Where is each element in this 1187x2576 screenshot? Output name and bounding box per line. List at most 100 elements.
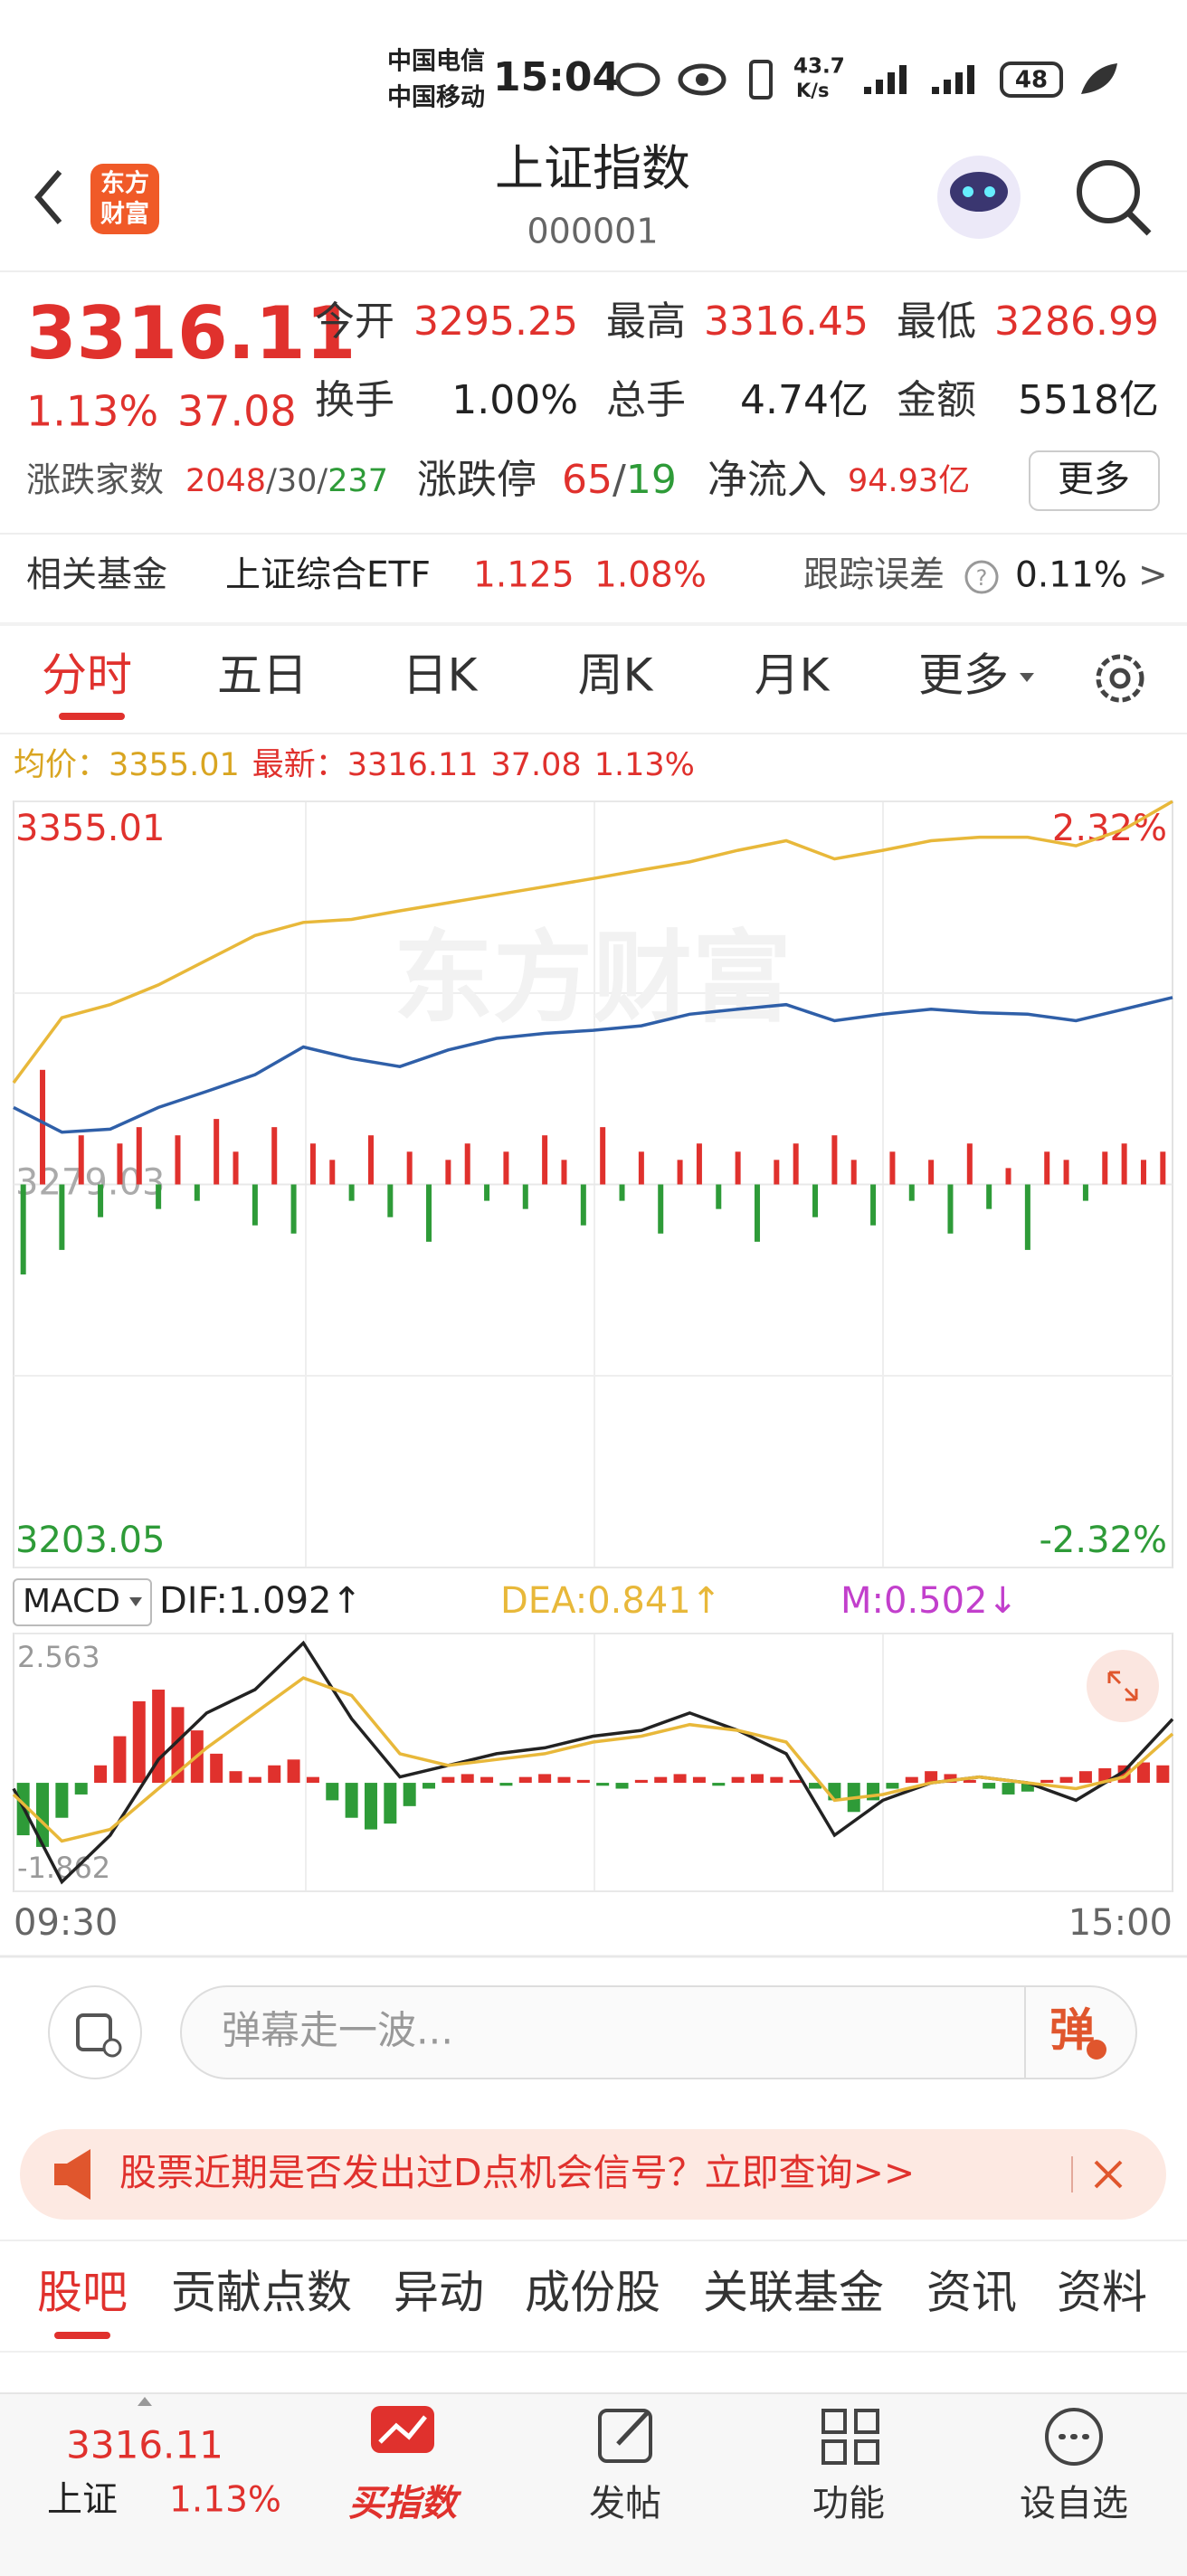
- macd-bar: [36, 1783, 50, 1847]
- volume-bar: [1082, 1184, 1088, 1201]
- macd-bar: [925, 1771, 938, 1784]
- nav-item[interactable]: 买指数: [348, 2483, 462, 2524]
- settings-button[interactable]: [1096, 654, 1144, 703]
- comment-placeholder[interactable]: 弹幕走一波...: [222, 2009, 453, 2054]
- battery: [1000, 62, 1063, 98]
- volume-bar: [1024, 1184, 1030, 1250]
- separator: /: [266, 463, 277, 499]
- macd-bar: [538, 1774, 552, 1784]
- volume-bar: [619, 1184, 625, 1201]
- macd-bar: [518, 1776, 532, 1784]
- sub-tab[interactable]: 成份股: [525, 2267, 660, 2319]
- volume-bar: [20, 1184, 26, 1275]
- watermark: 东方财富: [394, 920, 792, 1036]
- tab[interactable]: 分时: [42, 649, 132, 702]
- volume-bar: [40, 1069, 46, 1185]
- sub-tab[interactable]: 资料: [1057, 2267, 1147, 2319]
- tab[interactable]: 月K: [755, 649, 831, 702]
- limit-up: 65: [562, 457, 612, 503]
- nav-price[interactable]: 3316.11: [66, 2423, 223, 2467]
- comment-input[interactable]: [180, 1985, 1137, 2079]
- page-title: 上证指数: [495, 140, 690, 197]
- net-speed: 43.7: [793, 55, 845, 79]
- nav-item[interactable]: 发帖: [589, 2483, 661, 2524]
- sub-tab[interactable]: 关联基金: [703, 2267, 884, 2319]
- avg-label: 均价：: [14, 747, 109, 783]
- more-button-text[interactable]: 更多: [1058, 459, 1130, 500]
- tab[interactable]: 周K: [578, 649, 654, 702]
- macd-bar: [789, 1779, 802, 1784]
- volume-bar: [696, 1143, 702, 1185]
- more-button[interactable]: [1029, 450, 1160, 511]
- limit-label: 涨跌停: [417, 457, 537, 503]
- tab[interactable]: 日K: [403, 649, 479, 702]
- nav-index-name[interactable]: 上证: [47, 2480, 118, 2521]
- fund-arrow[interactable]: >: [1138, 555, 1168, 596]
- expand-caret: [138, 2397, 152, 2406]
- macd-bar: [1059, 1776, 1073, 1784]
- legend-dea: DEA:0.841↑: [500, 1580, 721, 1622]
- danmaku-toggle[interactable]: [48, 1985, 142, 2079]
- stat-value: 3295.25: [413, 298, 578, 345]
- fund-change: 1.08%: [594, 555, 707, 596]
- volume-bar: [484, 1184, 490, 1201]
- carrier: 中国电信: [387, 48, 485, 76]
- sub-tab[interactable]: 异动: [394, 2267, 484, 2319]
- promo-banner[interactable]: [20, 2129, 1166, 2220]
- change: 37.08: [177, 387, 297, 436]
- volume-bar: [348, 1184, 355, 1201]
- stat-label: 换手: [315, 377, 394, 423]
- fund-name[interactable]: 上证综合ETF: [225, 555, 431, 596]
- robot-avatar: [963, 186, 973, 197]
- signal-icon: [864, 65, 907, 94]
- post-icon[interactable]: [598, 2409, 652, 2463]
- inflow-label: 净流入: [707, 457, 827, 503]
- nav-item[interactable]: 功能: [812, 2483, 885, 2524]
- danmaku-toggle: [102, 2038, 122, 2058]
- volume-bar: [1160, 1151, 1166, 1185]
- macd-bar: [1078, 1771, 1092, 1784]
- back-button[interactable]: [34, 170, 62, 224]
- volume-bar: [677, 1160, 683, 1185]
- volume-bar: [908, 1184, 915, 1201]
- tab[interactable]: 更多: [918, 649, 1009, 702]
- volume-bar: [1005, 1168, 1011, 1185]
- indicator-name[interactable]: MACD: [23, 1583, 120, 1620]
- sub-tab[interactable]: 股吧: [37, 2267, 128, 2319]
- volume-bar: [214, 1119, 220, 1185]
- macd-bar: [442, 1776, 455, 1784]
- close-banner[interactable]: [1094, 2160, 1123, 2189]
- watchlist-icon[interactable]: [1045, 2408, 1103, 2466]
- volume-bar: [812, 1184, 819, 1217]
- macd-bar: [634, 1779, 648, 1784]
- volume-bar: [561, 1160, 567, 1185]
- danmaku-button: [1087, 2040, 1106, 2060]
- volume-bar: [98, 1184, 104, 1217]
- net-speed: K/s: [796, 80, 829, 101]
- search-button[interactable]: [1077, 160, 1140, 223]
- indicator-select[interactable]: [13, 1578, 152, 1626]
- macd-bar: [364, 1783, 377, 1830]
- series-line: [12, 800, 1173, 1084]
- sub-tab[interactable]: 资讯: [926, 2267, 1017, 2319]
- banner-text[interactable]: 股票近期是否发出过D点机会信号？立即查询>>: [119, 2151, 915, 2194]
- sub-tab[interactable]: 贡献点数: [171, 2267, 352, 2319]
- avg-value: 3355.01: [109, 747, 240, 783]
- help-icon[interactable]: [964, 560, 999, 594]
- macd-bar: [576, 1779, 590, 1784]
- functions-icon[interactable]: [821, 2409, 879, 2465]
- nav-item[interactable]: 设自选: [1020, 2483, 1128, 2524]
- stat-label: 总手: [606, 377, 686, 423]
- volume-bar: [986, 1184, 992, 1209]
- stat-value: 4.74亿: [740, 377, 869, 423]
- chart-legend: 均价：3355.01 最新：3316.11 37.08 1.13%: [14, 747, 695, 783]
- macd-bar: [963, 1779, 976, 1784]
- tab[interactable]: 五日: [217, 649, 308, 702]
- expand-button[interactable]: [1087, 1650, 1159, 1722]
- volume-bar: [947, 1184, 954, 1234]
- volume-bar: [928, 1160, 935, 1185]
- unchanged: 30: [277, 463, 318, 499]
- macd-bar: [384, 1783, 397, 1824]
- nav-change[interactable]: 1.13%: [169, 2480, 281, 2521]
- tracking-error: 0.11%: [1015, 555, 1127, 596]
